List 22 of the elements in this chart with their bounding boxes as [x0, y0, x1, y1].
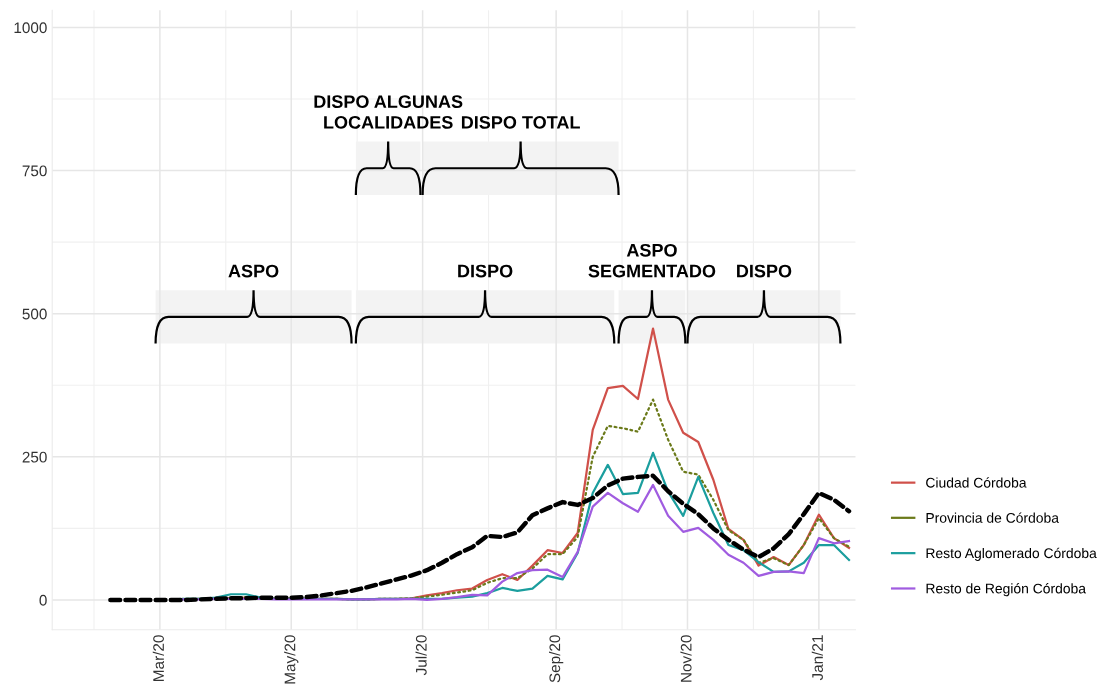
x-tick-label: Nov/20: [680, 635, 692, 682]
x-tick-label: May/20: [284, 635, 299, 684]
legend-label: Ciudad Córdoba: [926, 477, 1027, 488]
legend-label: Provincia de Córdoba: [926, 512, 1059, 523]
band-label: ASPO SEGMENTADO: [588, 243, 716, 278]
x-tick-label: Sep/20: [549, 635, 564, 683]
band-label: ASPO: [228, 264, 279, 278]
y-tick-label: 500: [22, 308, 47, 320]
legend-label: Resto Aglomerado Córdoba: [926, 547, 1097, 561]
x-tick-label: Jul/20: [415, 635, 427, 676]
legend-label: Resto de Región Córdoba: [926, 583, 1086, 597]
y-tick-label: 1000: [14, 22, 47, 34]
band-label: DISPO ALGUNAS LOCALIDADES: [314, 95, 463, 129]
y-tick-label: 0: [39, 594, 47, 606]
band-label: DISPO: [737, 264, 792, 278]
band-label: DISPO TOTAL: [461, 115, 580, 129]
y-tick-label: 750: [22, 165, 47, 177]
x-tick-label: Mar/20: [152, 635, 164, 681]
y-tick-label: 250: [22, 451, 47, 463]
x-tick-label: Jan/21: [811, 635, 823, 681]
line-series: [108, 473, 852, 603]
band-label: DISPO: [458, 264, 513, 278]
